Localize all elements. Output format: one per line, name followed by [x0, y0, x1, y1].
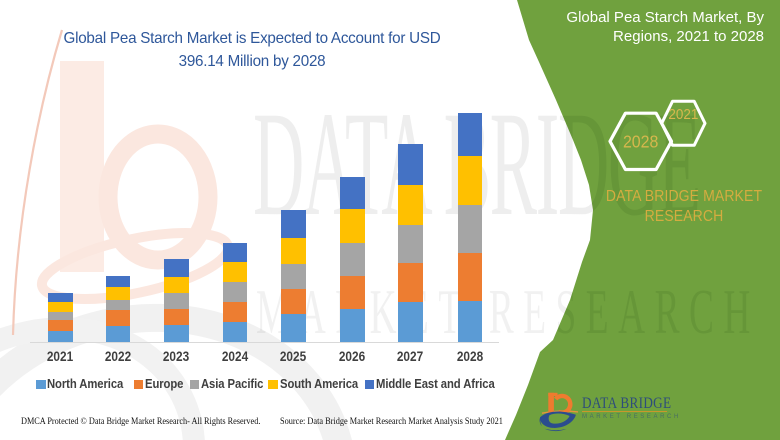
svg-text:2028: 2028 [623, 132, 659, 152]
svg-text:2021: 2021 [668, 106, 698, 123]
